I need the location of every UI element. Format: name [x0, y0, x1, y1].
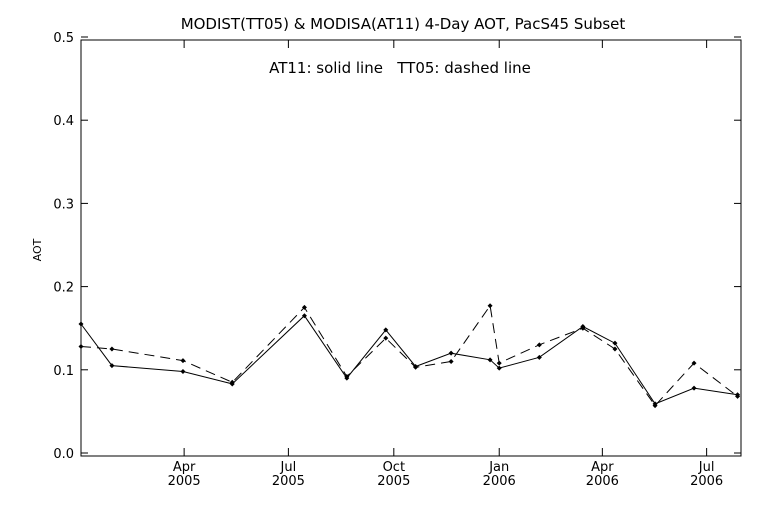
data-point-tt05 — [536, 342, 542, 348]
data-point-tt05 — [691, 360, 697, 366]
data-point-at11 — [180, 368, 186, 374]
x-tick-year-label: 2005 — [272, 474, 305, 489]
data-point-at11 — [487, 357, 493, 363]
data-point-at11 — [536, 354, 542, 360]
y-tick-label: 0.0 — [53, 447, 74, 462]
data-point-tt05 — [612, 346, 618, 352]
data-point-tt05 — [448, 358, 454, 364]
chart-annotation: AT11: solid line TT05: dashed line — [269, 59, 531, 77]
x-tick-year-label: 2006 — [586, 474, 619, 489]
data-point-tt05 — [487, 303, 493, 309]
data-point-tt05 — [344, 373, 350, 379]
x-tick-year-label: 2006 — [690, 474, 723, 489]
data-point-at11 — [691, 385, 697, 391]
data-point-tt05 — [735, 393, 741, 399]
data-point-at11 — [496, 365, 502, 371]
x-tick-year-label: 2005 — [168, 474, 201, 489]
data-point-tt05 — [301, 304, 307, 310]
x-tick-month-label: Jan — [488, 460, 509, 475]
data-point-tt05 — [229, 379, 235, 385]
x-tick-month-label: Apr — [173, 460, 196, 475]
data-point-tt05 — [652, 403, 658, 409]
data-point-tt05 — [78, 344, 84, 350]
y-tick-label: 0.1 — [53, 364, 74, 379]
x-tick-year-label: 2005 — [377, 474, 410, 489]
data-point-at11 — [301, 313, 307, 319]
data-point-at11 — [78, 321, 84, 327]
data-point-at11 — [448, 350, 454, 356]
data-point-at11 — [109, 363, 115, 369]
y-axis-label: AOT — [31, 238, 44, 261]
y-tick-label: 0.3 — [53, 197, 74, 212]
data-point-tt05 — [180, 358, 186, 364]
data-point-tt05 — [383, 335, 389, 341]
x-tick-month-label: Jul — [698, 460, 715, 475]
series-line-tt05 — [80, 304, 738, 407]
data-point-at11 — [383, 327, 389, 333]
y-tick-label: 0.2 — [53, 281, 74, 296]
data-point-at11 — [612, 340, 618, 346]
x-tick-month-label: Apr — [591, 460, 614, 475]
chart-title: MODIST(TT05) & MODISA(AT11) 4-Day AOT, P… — [181, 15, 626, 33]
data-point-tt05 — [580, 325, 586, 331]
plot-frame — [80, 39, 742, 457]
x-tick-month-label: Jul — [280, 460, 297, 475]
x-axis: Apr2005Jul2005Oct2005Jan2006Apr2006Jul20… — [168, 40, 723, 489]
data-point-tt05 — [496, 360, 502, 366]
x-tick-month-label: Oct — [383, 460, 405, 475]
data-point-tt05 — [109, 346, 115, 352]
y-tick-label: 0.4 — [53, 114, 74, 129]
series-layer — [78, 303, 741, 409]
y-tick-label: 0.5 — [53, 31, 74, 46]
x-tick-year-label: 2006 — [483, 474, 516, 489]
data-point-tt05 — [413, 364, 419, 370]
y-axis: 0.0 0.1 0.2 0.3 0.4 0.5 — [53, 31, 741, 462]
